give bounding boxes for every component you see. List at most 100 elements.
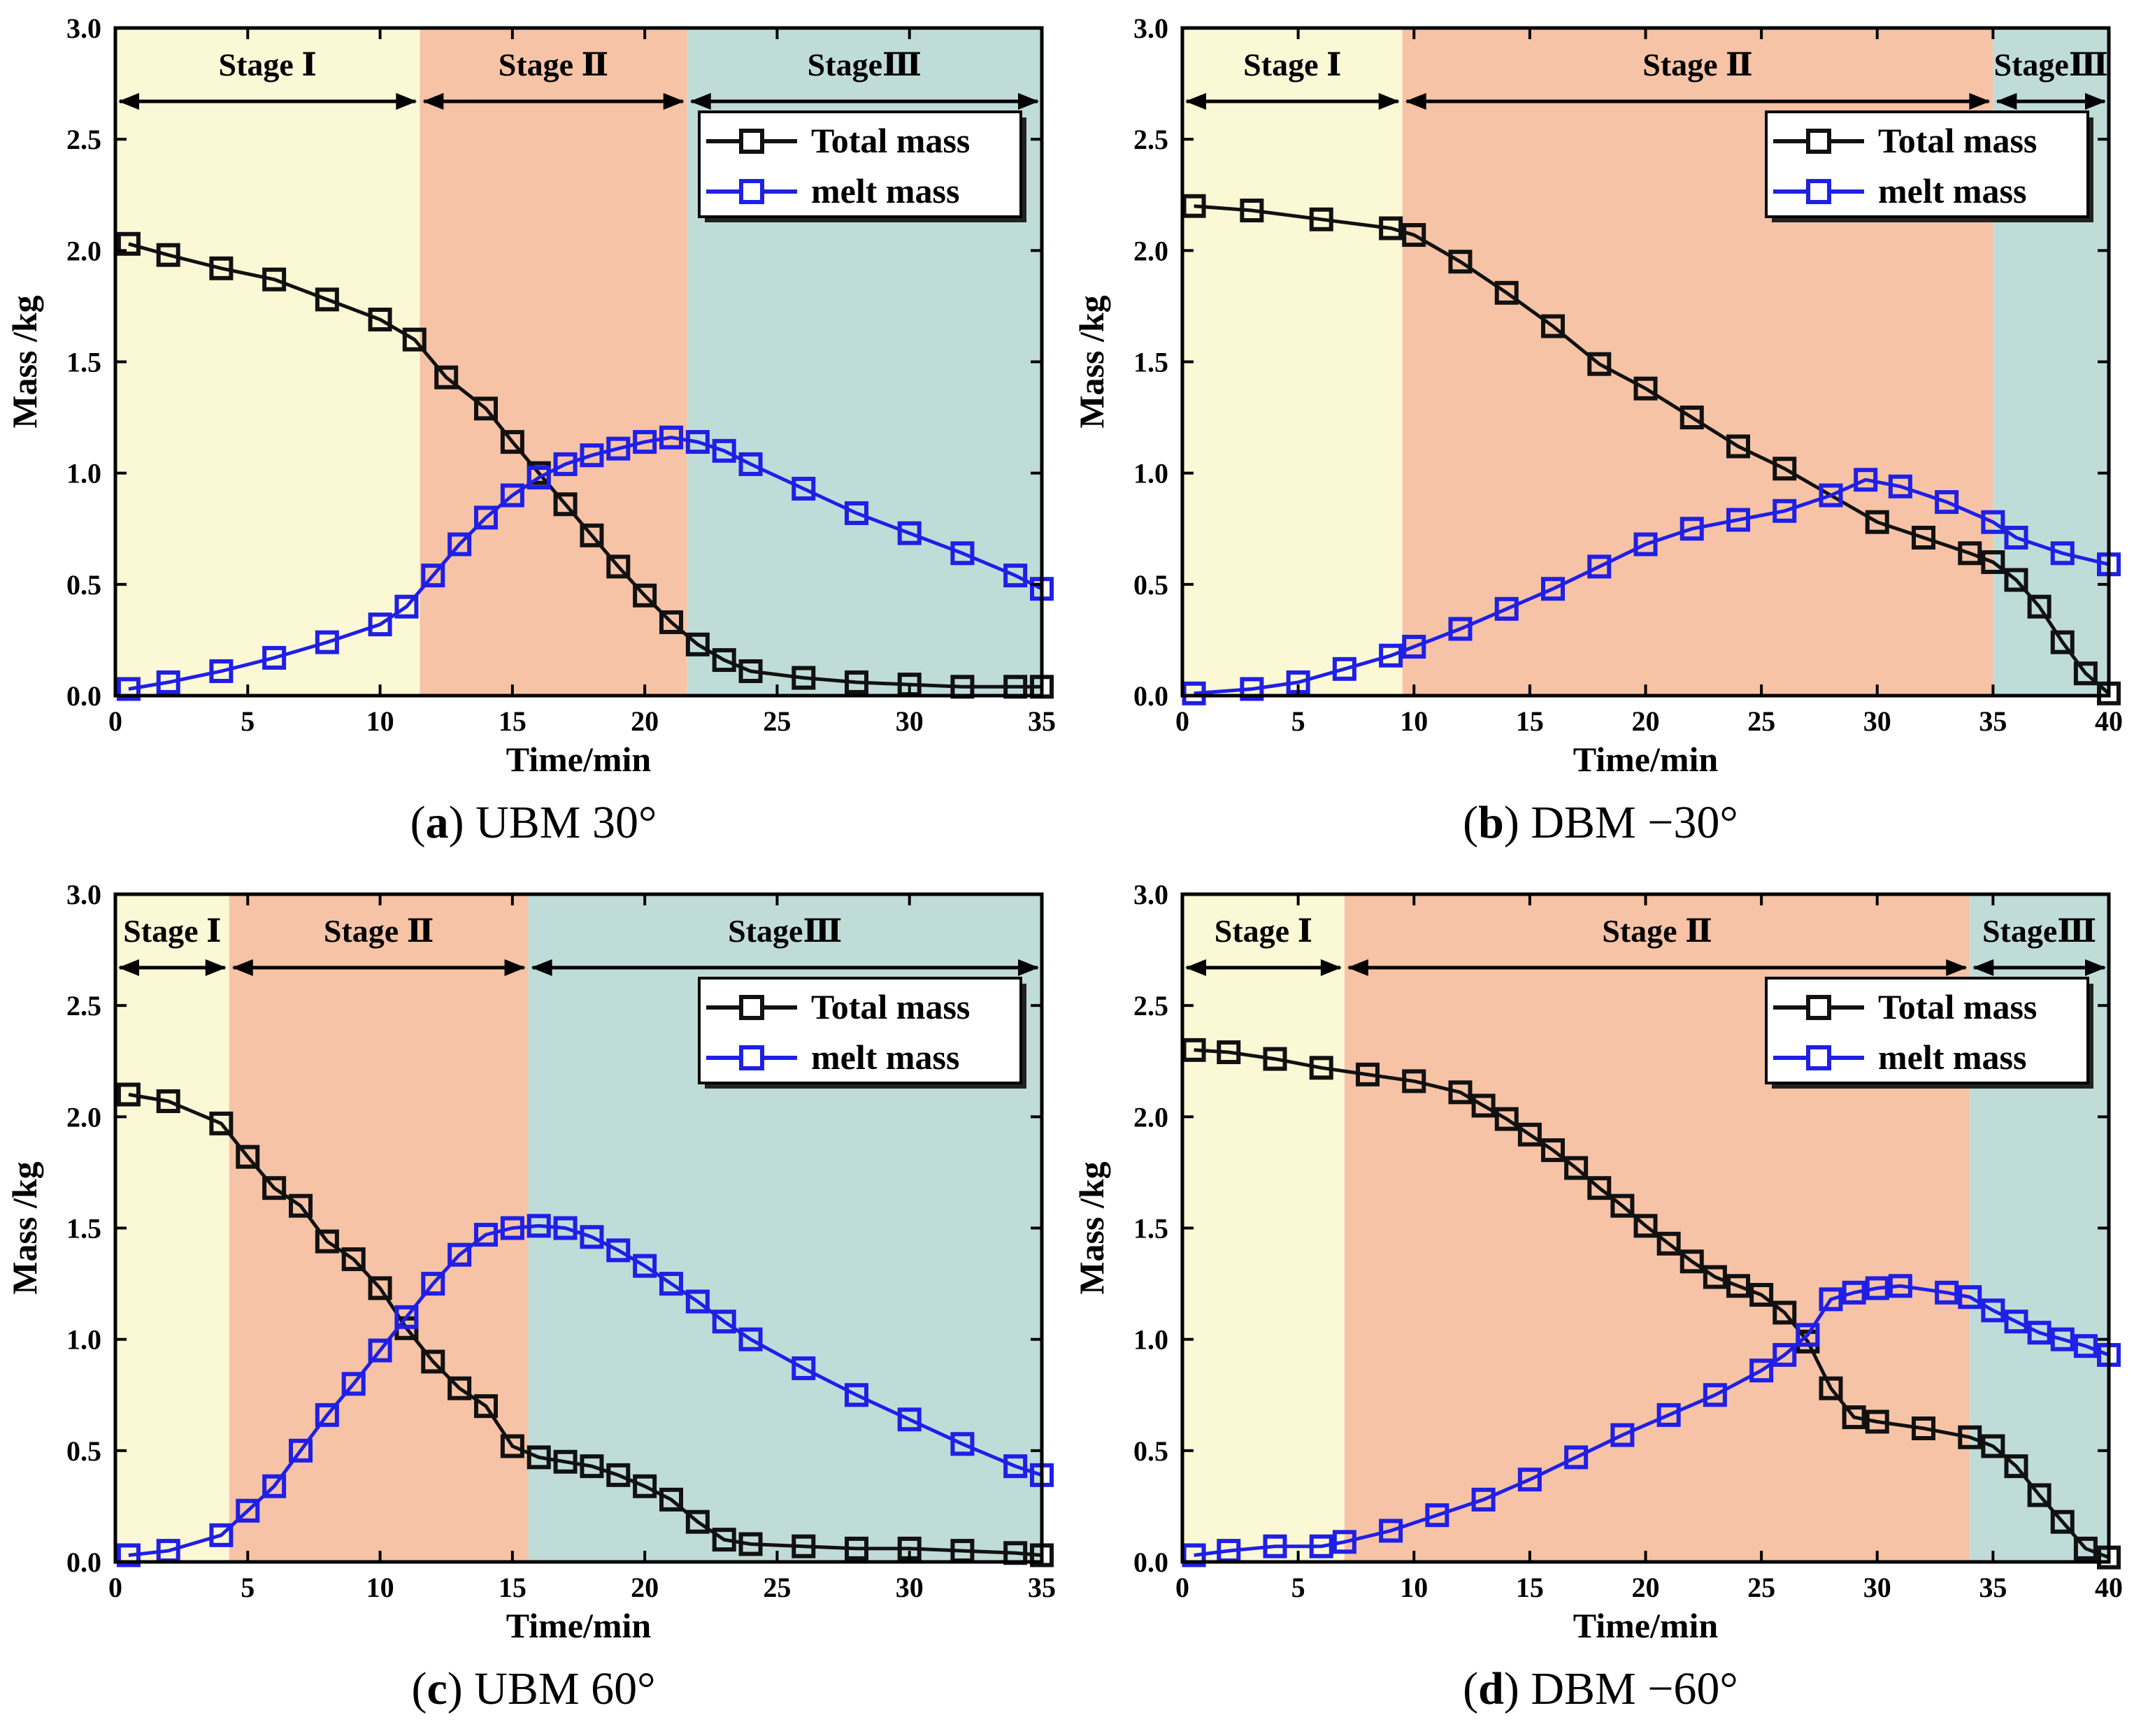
data-point-s0-16: [685, 632, 710, 657]
stage-arrow-left-1: [1185, 959, 1206, 976]
data-point-s1-6: [315, 1403, 339, 1427]
caption-b: (b) DBM −30°: [1463, 797, 1738, 848]
x-tick-label-5: 25: [763, 705, 791, 737]
data-point-s1-9: [1587, 554, 1612, 579]
data-point-s0-6: [1494, 280, 1519, 305]
legend-marker-1: [739, 179, 764, 204]
x-axis-title: Time/min: [1573, 740, 1719, 779]
chart-panel-c: Stage Ⅰ Stage Ⅱ StageⅢ 0 5 10 15 20 25 30 35 0.0 0.5…: [0, 866, 1067, 1736]
data-point-s0-20: [685, 1509, 710, 1534]
data-point-s0-11: [1564, 1156, 1589, 1180]
data-point-s0-30: [2050, 1509, 2075, 1534]
x-tick-label-1: 5: [241, 1572, 255, 1603]
legend-marker-0: [739, 129, 764, 154]
stage-arrow-left-3: [531, 959, 552, 976]
data-point-s0-12: [1587, 1176, 1612, 1200]
y-tick-label-3: 1.5: [66, 347, 101, 378]
y-axis-title: Mass /kg: [5, 295, 44, 428]
x-axis-title: Time/min: [1573, 1606, 1719, 1645]
data-point-s1-7: [1494, 596, 1519, 621]
data-point-s0-7: [434, 365, 459, 389]
data-point-s1-23: [2004, 1310, 2028, 1334]
data-point-s0-28: [2004, 1454, 2028, 1479]
data-point-s1-20: [2050, 541, 2075, 566]
data-point-s0-15: [1656, 1231, 1681, 1256]
y-tick-label-5: 2.5: [1133, 124, 1168, 155]
data-point-s1-18: [1981, 510, 2005, 534]
data-point-s1-24: [845, 1383, 868, 1407]
data-point-s1-11: [1656, 1403, 1681, 1427]
y-axis-title: Mass /kg: [1072, 1161, 1111, 1294]
y-tick-label-5: 2.5: [66, 990, 101, 1021]
stage-label-3: StageⅢ: [1994, 47, 2108, 83]
data-point-s1-25: [897, 1407, 922, 1432]
caption-a: (a) UBM 30°: [410, 797, 657, 848]
chart-svg-d: Stage Ⅰ Stage Ⅱ StageⅢ 0 5 10 15 20 25 30 35 40 0.0 0…: [1072, 879, 2123, 1645]
data-point-s0-4: [262, 1176, 287, 1200]
stage-label-1: Stage Ⅰ: [1215, 913, 1312, 949]
chart-panel-a: Stage Ⅰ Stage Ⅱ StageⅢ 0 5 10 15 20 25 30 35 0.0 0.5…: [0, 0, 1067, 870]
data-point-s1-14: [606, 436, 631, 461]
y-tick-label-6: 3.0: [1133, 879, 1168, 910]
data-point-s1-23: [950, 541, 975, 566]
data-point-s1-2: [209, 659, 234, 683]
x-tick-label-3: 15: [1516, 705, 1544, 737]
data-point-s1-1: [156, 670, 180, 694]
data-point-s1-12: [1726, 508, 1750, 532]
stage-label-3: StageⅢ: [808, 47, 922, 83]
data-point-s1-20: [792, 476, 816, 501]
stage-arrow-left-2: [231, 959, 253, 976]
data-point-s1-11: [527, 466, 551, 490]
data-point-s0-2: [1263, 1047, 1287, 1071]
data-point-s1-17: [606, 1238, 631, 1263]
data-point-s0-11: [1726, 434, 1750, 459]
data-point-s1-16: [1819, 1287, 1843, 1312]
data-point-s0-13: [500, 1434, 524, 1458]
data-point-s1-6: [394, 594, 419, 619]
legend-marker-1: [739, 1045, 764, 1070]
data-point-s0-2: [209, 256, 234, 280]
data-point-s1-8: [1517, 1468, 1542, 1492]
x-tick-label-4: 20: [1632, 705, 1660, 737]
data-point-s1-3: [1309, 1534, 1333, 1558]
stage-label-1: Stage Ⅰ: [219, 47, 317, 83]
y-axis-title: Mass /kg: [1072, 295, 1111, 428]
y-tick-label-6: 3.0: [66, 879, 101, 910]
y-tick-label-4: 2.0: [1133, 235, 1168, 266]
data-point-s0-15: [1912, 525, 1935, 550]
x-tick-label-7: 35: [1028, 1572, 1056, 1603]
y-tick-label-3: 1.5: [1133, 347, 1168, 378]
data-point-s0-6: [402, 327, 427, 352]
chart-panel-b: Stage Ⅰ Stage Ⅱ StageⅢ 0 5 10 15 20 25 30 35 40 0.0 0…: [1067, 0, 2134, 870]
data-point-s1-9: [1564, 1445, 1589, 1470]
x-tick-label-1: 5: [1291, 705, 1305, 737]
data-point-s0-8: [1587, 352, 1612, 376]
data-point-s1-11: [447, 1242, 472, 1267]
y-tick-label-0: 0.0: [66, 680, 101, 712]
data-point-s1-7: [421, 564, 445, 588]
data-point-s0-24: [845, 1536, 868, 1561]
data-point-s1-2: [209, 1523, 234, 1547]
data-point-s1-4: [262, 1474, 287, 1498]
data-point-s1-3: [262, 645, 287, 670]
data-point-s1-24: [1003, 564, 1028, 588]
data-point-s0-20: [845, 670, 868, 694]
data-point-s0-9: [1633, 376, 1658, 401]
data-point-s1-16: [580, 1225, 604, 1249]
data-point-s0-12: [580, 523, 604, 547]
x-tick-label-6: 30: [1863, 705, 1891, 737]
data-point-s0-5: [289, 1193, 313, 1218]
x-axis-title: Time/min: [506, 740, 652, 779]
data-point-s1-12: [1703, 1383, 1727, 1407]
x-tick-label-0: 0: [108, 705, 122, 737]
data-point-s0-1: [1240, 199, 1264, 223]
data-point-s1-26: [950, 1432, 975, 1456]
data-point-s0-16: [1680, 1249, 1704, 1274]
data-point-s1-6: [1448, 617, 1473, 641]
legend-label-0: Total mass: [811, 121, 970, 160]
data-point-s0-24: [1865, 1409, 1889, 1434]
data-point-s0-5: [368, 308, 392, 332]
data-point-s1-1: [1240, 677, 1264, 701]
y-tick-label-1: 0.5: [1133, 1435, 1168, 1467]
legend-marker-0: [739, 995, 764, 1020]
